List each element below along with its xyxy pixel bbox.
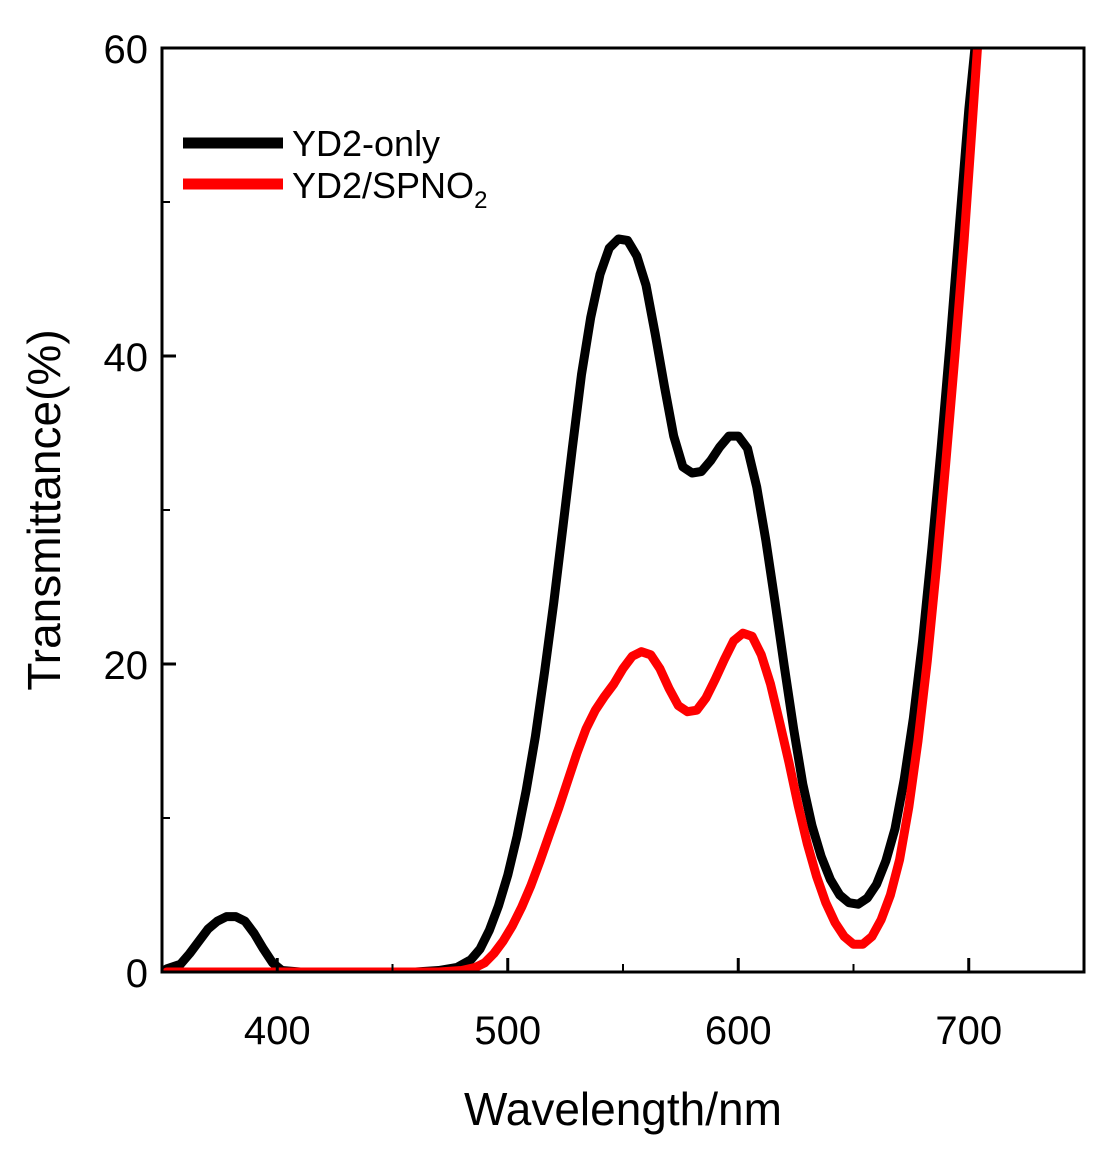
series-line-yd2-only	[162, 48, 980, 972]
series-layer	[162, 48, 982, 972]
legend: YD2-only YD2/SPNO2	[183, 123, 487, 214]
legend-label-yd2-only: YD2-only	[292, 123, 440, 164]
tick-labels-layer: 400 500 600 700 0 20 40 60	[104, 28, 1003, 1053]
legend-label-yd2-spno2-subscript: 2	[474, 187, 487, 214]
y-tick-label-60: 60	[104, 28, 149, 72]
y-tick-label-40: 40	[104, 336, 149, 380]
x-tick-label-600: 600	[705, 1009, 772, 1053]
legend-label-yd2-spno2-main: YD2/SPNO	[292, 165, 474, 206]
x-tick-label-700: 700	[935, 1009, 1002, 1053]
ticks-layer	[162, 46, 971, 974]
x-tick-label-500: 500	[474, 1009, 541, 1053]
series-line-yd2-spno2	[162, 48, 982, 972]
y-tick-label-0: 0	[126, 952, 148, 996]
y-axis-title: Transmittance(%)	[18, 329, 70, 690]
x-axis-title: Wavelength/nm	[464, 1083, 782, 1135]
x-tick-label-400: 400	[244, 1009, 311, 1053]
legend-label-yd2-spno2: YD2/SPNO2	[292, 165, 487, 214]
y-tick-label-20: 20	[104, 644, 149, 688]
